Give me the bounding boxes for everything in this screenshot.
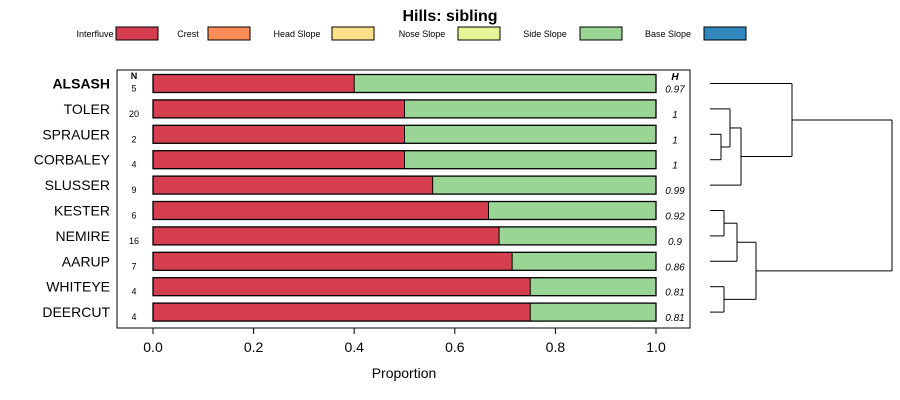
plot-frame xyxy=(116,69,691,329)
category-label: SLUSSER xyxy=(45,177,110,193)
legend-label-1: Crest xyxy=(177,29,199,39)
category-label: DEERCUT xyxy=(42,304,110,320)
category-label: ALSASH xyxy=(52,76,110,92)
x-tick-label: 0.8 xyxy=(546,339,566,355)
n-value: 7 xyxy=(131,261,136,271)
legend-swatch-3 xyxy=(457,26,501,41)
bar-segment xyxy=(512,252,656,271)
n-value: 4 xyxy=(131,160,136,170)
bar-segment xyxy=(153,252,513,271)
bar-segment xyxy=(153,150,405,169)
legend-swatch-1 xyxy=(207,26,251,41)
h-value: 0.99 xyxy=(665,186,685,197)
bar-segment xyxy=(153,176,433,195)
bar-segment xyxy=(153,277,531,296)
bar-segment xyxy=(153,99,405,118)
h-value: 0.86 xyxy=(665,262,685,273)
bar-outline xyxy=(152,73,657,94)
bar-segment xyxy=(404,99,656,118)
category-label: SPRAUER xyxy=(42,126,110,142)
bar-segment xyxy=(499,226,656,245)
bar-outline xyxy=(152,175,657,195)
x-tick-label: 0.4 xyxy=(344,339,364,355)
h-value: 1 xyxy=(672,135,678,146)
n-value: 4 xyxy=(131,312,136,322)
category-label: CORBALEY xyxy=(34,152,111,168)
legend: Interfluve Crest Head Slope Nose Slope Side … xyxy=(76,26,747,41)
h-value: 0.9 xyxy=(668,237,682,248)
h-value: 0.92 xyxy=(665,212,685,223)
bar-outline xyxy=(152,251,657,271)
bar-segment xyxy=(153,303,531,322)
x-tick-label: 0.2 xyxy=(244,339,264,355)
bar-outline xyxy=(152,124,657,144)
legend-label-0: Interfluve xyxy=(76,29,113,39)
category-label: AARUP xyxy=(62,253,110,269)
category-label: KESTER xyxy=(54,203,110,219)
legend-label-2: Head Slope xyxy=(273,29,320,39)
x-tick-label: 0.0 xyxy=(143,339,163,355)
h-value: 0.97 xyxy=(665,85,685,96)
x-tick-label: 0.6 xyxy=(445,339,465,355)
bar-segment xyxy=(153,74,355,93)
category-label: NEMIRE xyxy=(56,228,110,244)
dendrogram xyxy=(710,83,893,313)
bar-outline xyxy=(152,277,657,297)
n-value: 2 xyxy=(131,134,136,144)
legend-swatch-2 xyxy=(331,26,375,41)
bar-segment xyxy=(153,201,489,220)
h-value: 1 xyxy=(672,161,678,172)
bar-segment xyxy=(153,125,405,144)
legend-label-5: Base Slope xyxy=(645,29,691,39)
bar-segment xyxy=(432,176,656,195)
legend-swatch-0 xyxy=(115,26,159,41)
category-label: TOLER xyxy=(64,101,110,117)
bar-outline xyxy=(152,150,657,170)
x-axis-label: Proportion xyxy=(372,365,437,381)
n-column-header: N xyxy=(131,71,138,81)
bar-segment xyxy=(153,226,500,245)
n-value: 5 xyxy=(131,84,136,94)
legend-label-3: Nose Slope xyxy=(399,29,446,39)
h-value: 0.81 xyxy=(665,313,684,324)
n-value: 16 xyxy=(129,236,139,246)
h-column-header: H xyxy=(671,72,679,83)
bar-outline xyxy=(152,302,657,322)
bar-segment xyxy=(404,125,656,144)
chart-title: Hills: sibling xyxy=(402,8,497,25)
bar-segment xyxy=(488,201,656,220)
legend-swatch-4 xyxy=(579,26,623,41)
bar-segment xyxy=(354,74,656,93)
n-value: 9 xyxy=(131,185,136,195)
x-axis: 0.0 0.2 0.4 0.6 0.8 1.0 xyxy=(143,328,666,355)
n-value: 20 xyxy=(129,109,139,119)
category-label: WHITEYE xyxy=(46,279,110,295)
bar-segment xyxy=(530,277,656,296)
n-value: 4 xyxy=(131,287,136,297)
h-value: 0.81 xyxy=(665,288,684,299)
n-value: 6 xyxy=(131,211,136,221)
x-tick-label: 1.0 xyxy=(646,339,666,355)
h-value: 1 xyxy=(672,110,678,121)
bar-segment xyxy=(404,150,656,169)
bar-outline xyxy=(152,200,657,221)
bar-outline xyxy=(152,226,657,246)
legend-swatch-5 xyxy=(703,26,747,41)
bar-segment xyxy=(530,303,656,322)
bar-outline xyxy=(152,99,657,119)
legend-label-4: Side Slope xyxy=(523,29,567,39)
